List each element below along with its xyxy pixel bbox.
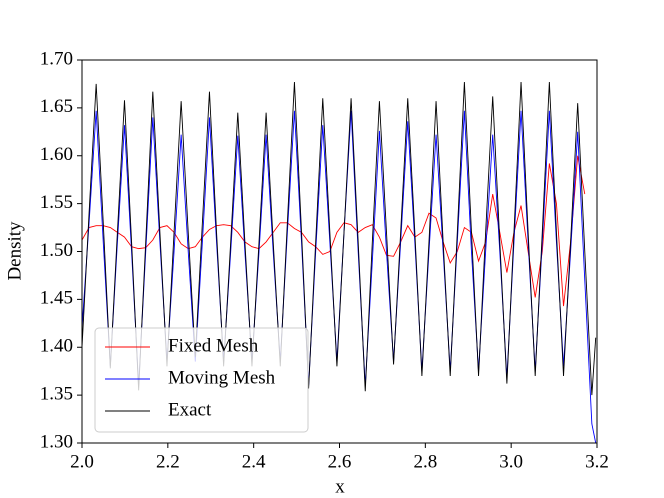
y-tick-label: 1.35 bbox=[40, 383, 73, 404]
x-tick-label: 3.2 bbox=[585, 451, 609, 472]
x-tick-label: 2.8 bbox=[413, 451, 437, 472]
x-tick-label: 3.0 bbox=[499, 451, 523, 472]
y-tick-label: 1.65 bbox=[40, 96, 73, 117]
legend-label: Moving Mesh bbox=[168, 367, 276, 388]
legend-label: Exact bbox=[168, 399, 212, 420]
y-tick-label: 1.45 bbox=[40, 288, 73, 309]
y-axis-label: Density bbox=[4, 221, 25, 281]
legend-box bbox=[94, 327, 309, 433]
x-axis-label: x bbox=[335, 476, 345, 497]
y-tick-label: 1.50 bbox=[40, 240, 73, 261]
legend-label: Fixed Mesh bbox=[168, 335, 259, 356]
data-line bbox=[82, 155, 586, 307]
y-tick-label: 1.60 bbox=[40, 144, 73, 165]
y-tick-label: 1.70 bbox=[40, 48, 73, 69]
y-tick-label: 1.55 bbox=[40, 192, 73, 213]
plot-frame bbox=[81, 59, 598, 444]
x-tick-label: 2.2 bbox=[156, 451, 180, 472]
y-tick-label: 1.40 bbox=[40, 336, 73, 357]
x-tick-label: 2.0 bbox=[70, 451, 94, 472]
x-tick-label: 2.6 bbox=[328, 451, 352, 472]
x-tick-label: 2.4 bbox=[242, 451, 266, 472]
y-tick-label: 1.30 bbox=[40, 431, 73, 452]
